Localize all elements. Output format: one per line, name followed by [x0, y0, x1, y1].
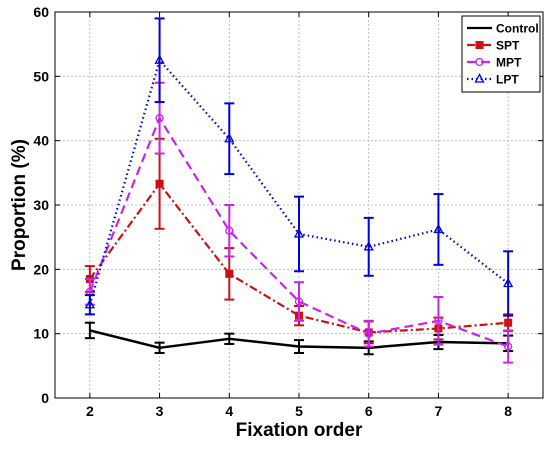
data-point [225, 269, 234, 278]
error-bar [433, 193, 444, 266]
error-bar [224, 102, 235, 176]
error-bar [84, 294, 95, 316]
data-point [155, 179, 164, 188]
x-tick-label: 4 [225, 403, 233, 419]
error-bar [503, 329, 514, 364]
legend-label: Control [496, 22, 539, 36]
error-bar [363, 319, 374, 348]
legend-entry-spt: SPT [467, 39, 520, 53]
y-axis-title: Proportion (%) [9, 139, 30, 271]
y-tick-label: 40 [33, 133, 49, 149]
error-bar [294, 281, 304, 322]
data-point [224, 132, 235, 143]
x-tick-label: 3 [156, 403, 164, 419]
data-point [84, 298, 95, 309]
y-tick-label: 50 [33, 68, 49, 84]
data-point [225, 226, 234, 235]
legend-label: SPT [496, 39, 520, 53]
error-bar [84, 321, 95, 340]
legend-entry-mpt: MPT [467, 56, 522, 70]
x-axis-title: Fixation order [236, 420, 363, 441]
error-bar [154, 17, 165, 104]
data-point [503, 277, 514, 288]
y-tick-label: 20 [33, 261, 49, 277]
data-point [503, 342, 513, 351]
error-bar [503, 250, 514, 317]
data-point [363, 240, 374, 251]
y-tick-label: 10 [33, 326, 49, 342]
error-bar [433, 295, 444, 346]
series-lpt [84, 17, 514, 317]
data-point [293, 228, 305, 238]
y-tick-label: 30 [33, 197, 49, 213]
error-bar [224, 332, 235, 345]
error-bar [363, 216, 374, 277]
error-bar [294, 195, 304, 273]
data-point [154, 54, 165, 64]
x-tick-label: 7 [435, 403, 443, 419]
legend-entry-lpt: LPT [467, 73, 519, 87]
y-tick-label: 0 [41, 390, 49, 406]
ticks: 2 3 4 5 6 7 8 0 10 20 30 40 50 60 [33, 4, 543, 419]
data-point [364, 329, 373, 338]
x-tick-label: 5 [295, 403, 303, 419]
x-tick-label: 6 [365, 403, 373, 419]
legend-marker [475, 41, 484, 49]
legend-label: MPT [496, 56, 522, 70]
legend: Control SPT MPT LPT [461, 15, 541, 93]
data-point [434, 316, 443, 325]
series-layer [84, 17, 514, 364]
x-tick-label: 2 [86, 403, 94, 419]
legend-marker [475, 57, 484, 67]
legend-entry-control: Control [467, 22, 539, 36]
y-tick-label: 60 [33, 4, 49, 20]
error-bar [154, 341, 165, 354]
legend-label: LPT [496, 73, 519, 87]
legend-marker [474, 73, 485, 83]
error-bar [294, 339, 304, 354]
data-point [294, 297, 304, 306]
data-point [504, 318, 513, 327]
data-point [155, 114, 164, 123]
data-point [433, 223, 444, 234]
error-bar [224, 204, 235, 258]
x-tick-label: 8 [504, 403, 512, 419]
